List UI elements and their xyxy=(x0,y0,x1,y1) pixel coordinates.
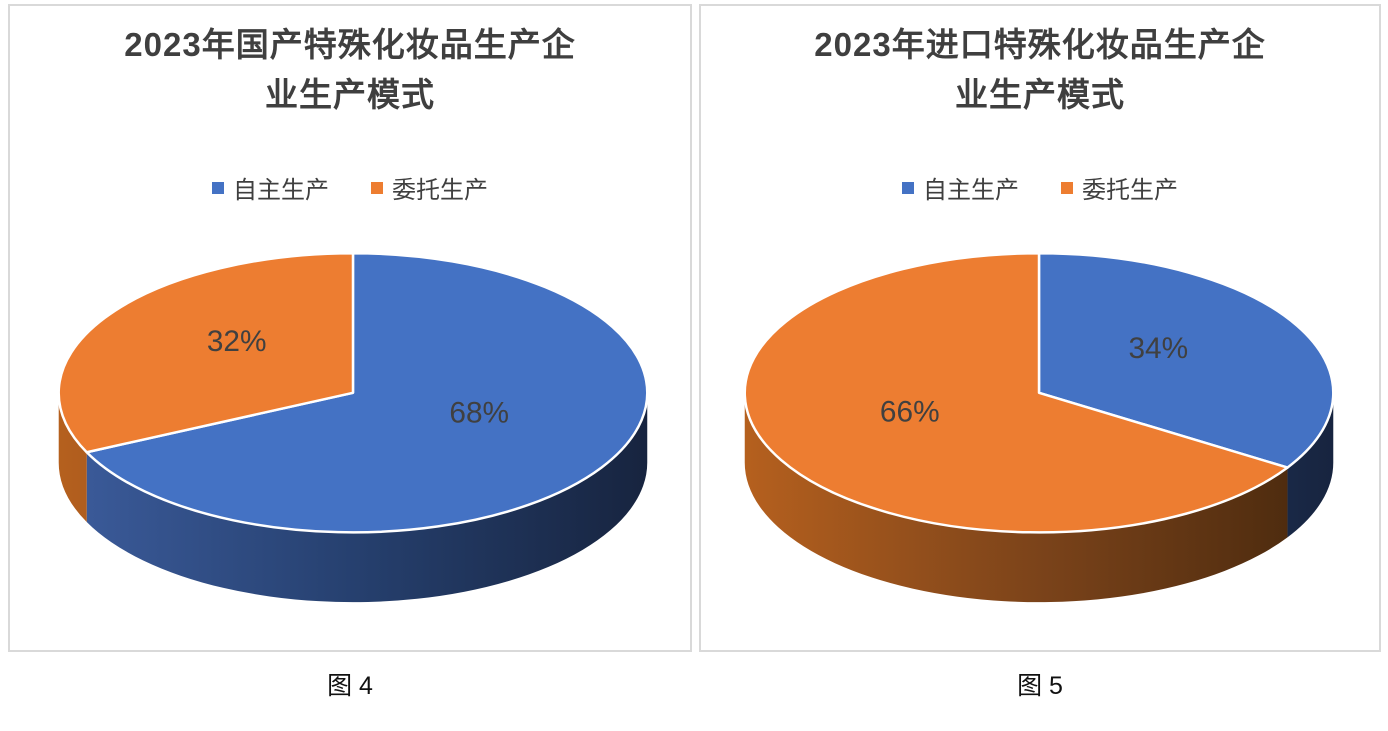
figure-caption-5: 图 5 xyxy=(1017,672,1063,700)
pie-chart-imported: 34% 66% xyxy=(743,251,1335,603)
chart-title: 2023年进口特殊化妆品生产企 业生产模式 xyxy=(814,26,1266,113)
legend-swatch-blue-icon xyxy=(902,181,914,194)
pie-slice-wall xyxy=(744,392,1288,603)
pie-slice-top xyxy=(743,251,1289,534)
legend: 自主生产 委托生产 xyxy=(701,170,1379,205)
legend: 自主生产 委托生产 xyxy=(10,170,690,205)
chart-panel-domestic: 2023年国产特殊化妆品生产企 业生产模式 自主生产 委托生产 68% 32% xyxy=(8,4,692,652)
legend-label: 自主生产 xyxy=(923,177,1019,204)
legend-label: 委托生产 xyxy=(392,177,488,204)
legend-item-self-production: 自主生产 xyxy=(902,170,1019,205)
legend-item-commissioned-production: 委托生产 xyxy=(1061,170,1178,205)
legend-swatch-blue-icon xyxy=(212,181,224,194)
legend-item-self-production: 自主生产 xyxy=(212,170,329,205)
chart-panel-imported: 2023年进口特殊化妆品生产企 业生产模式 自主生产 委托生产 34% 66% xyxy=(699,4,1381,652)
pie-chart-domestic: 68% 32% xyxy=(57,251,649,603)
pie-slice-top xyxy=(57,251,355,454)
chart-title: 2023年国产特殊化妆品生产企 业生产模式 xyxy=(124,26,576,113)
pie-value-label: 68% xyxy=(449,397,509,430)
pie-value-label: 34% xyxy=(1128,332,1188,365)
legend-label: 委托生产 xyxy=(1082,177,1178,204)
legend-swatch-orange-icon xyxy=(1061,181,1073,194)
pie-slice-wall xyxy=(86,392,648,603)
pie-slice-wall xyxy=(1287,392,1334,538)
pie-value-label: 32% xyxy=(207,325,267,358)
legend-item-commissioned-production: 委托生产 xyxy=(371,170,488,205)
pie-slice-top xyxy=(85,251,649,534)
pie-value-label: 66% xyxy=(880,396,940,429)
legend-label: 自主生产 xyxy=(233,177,329,204)
figure-caption-4: 图 4 xyxy=(327,672,373,700)
legend-swatch-orange-icon xyxy=(371,181,383,194)
